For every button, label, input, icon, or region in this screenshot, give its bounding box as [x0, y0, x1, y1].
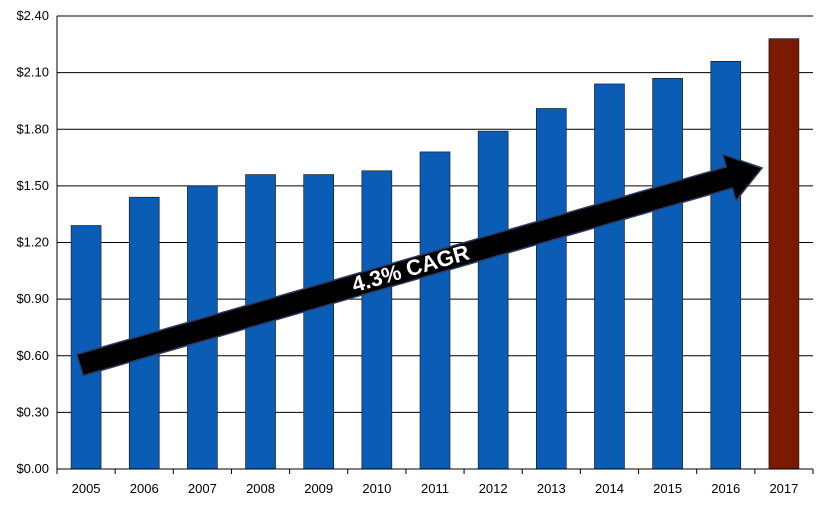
- x-tick-label: 2013: [537, 481, 566, 496]
- x-tick-label: 2014: [595, 481, 624, 496]
- bar-2017: [768, 38, 800, 470]
- y-tick-label: $0.00: [16, 461, 49, 476]
- bar-2012: [477, 130, 509, 470]
- axes: [56, 16, 814, 474]
- x-tick-label: 2006: [130, 481, 159, 496]
- y-tick-label: $1.80: [16, 121, 49, 136]
- y-tick-label: $0.60: [16, 348, 49, 363]
- y-tick-label: $1.50: [16, 178, 49, 193]
- x-axis-labels: 2005 2006 2007 2008 2009 2010 2011 2012 2013 2014…: [72, 481, 799, 496]
- bar-2013: [536, 108, 567, 470]
- bar-2015: [652, 77, 683, 470]
- x-tick-label: 2010: [362, 481, 391, 496]
- x-tick-label: 2012: [479, 481, 508, 496]
- bar-2011: [419, 151, 451, 470]
- x-tick-label: 2015: [653, 481, 682, 496]
- x-tick-label: 2011: [421, 481, 449, 496]
- y-axis-labels: $0.00 $0.30 $0.60 $0.90 $1.20 $1.50 $1.80 $2.10…: [16, 8, 49, 476]
- x-tick-label: 2005: [72, 481, 101, 496]
- y-tick-label: $0.90: [16, 291, 49, 306]
- bar-2009: [303, 174, 334, 470]
- bar-2016: [710, 60, 742, 470]
- y-tick-label: $1.20: [16, 235, 49, 250]
- bar-2010: [361, 170, 393, 470]
- bar-2014: [594, 83, 625, 470]
- x-tick-label: 2016: [711, 481, 740, 496]
- x-tick-label: 2017: [769, 481, 798, 496]
- x-tick-label: 2008: [246, 481, 275, 496]
- y-tick-label: $2.10: [16, 65, 49, 80]
- bar-2005: [70, 225, 102, 470]
- y-tick-label: $0.30: [16, 404, 49, 419]
- x-tick-label: 2009: [304, 481, 333, 496]
- x-tick-label: 2007: [188, 481, 217, 496]
- cagr-arrow: [75, 153, 764, 377]
- y-tick-label: $2.40: [16, 8, 49, 23]
